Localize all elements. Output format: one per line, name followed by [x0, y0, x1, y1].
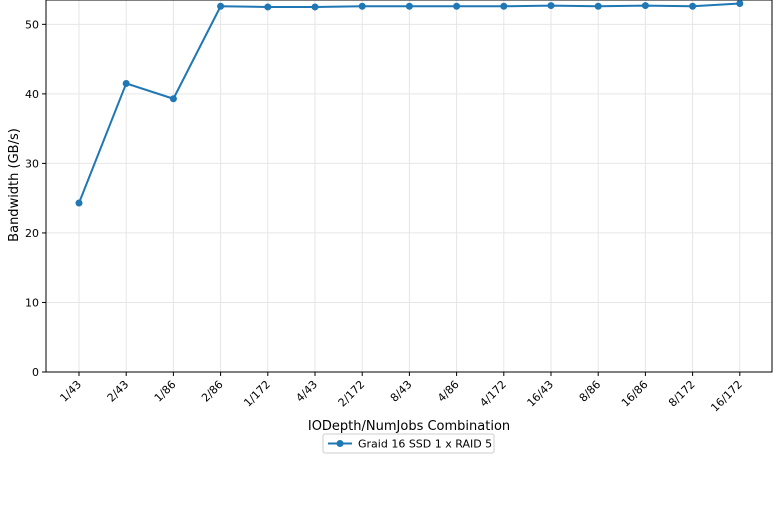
- data-point: [75, 199, 83, 207]
- y-tick-label: 0: [32, 366, 39, 379]
- y-tick-label: 40: [25, 88, 39, 101]
- series-layer: [75, 0, 744, 207]
- data-point: [689, 2, 697, 10]
- data-point: [547, 2, 555, 10]
- data-point: [311, 3, 319, 11]
- legend: Graid 16 SSD 1 x RAID 5: [322, 433, 495, 454]
- data-point: [169, 95, 177, 103]
- data-point: [500, 2, 508, 10]
- y-axis-ticks: 0 10 20 30 40 50: [25, 18, 46, 379]
- data-point: [594, 2, 602, 10]
- y-tick-label: 20: [25, 227, 39, 240]
- x-axis-title: IODepth/NumJobs Combination: [308, 419, 510, 434]
- data-point: [217, 2, 225, 10]
- legend-label: Graid 16 SSD 1 x RAID 5: [358, 438, 492, 451]
- data-point: [122, 79, 130, 87]
- data-point: [736, 0, 744, 7]
- data-point: [358, 2, 366, 10]
- y-tick-label: 30: [25, 157, 39, 170]
- data-point: [405, 2, 413, 10]
- data-point: [453, 2, 461, 10]
- grid-lines: [46, 0, 772, 373]
- data-point: [264, 3, 272, 11]
- legend-box: [322, 433, 495, 454]
- y-tick-label: 50: [25, 18, 39, 31]
- data-point: [641, 2, 649, 10]
- y-tick-label: 10: [25, 296, 39, 309]
- legend-marker-swatch: [336, 440, 344, 447]
- y-axis-title: Bandwidth (GB/s): [7, 128, 22, 242]
